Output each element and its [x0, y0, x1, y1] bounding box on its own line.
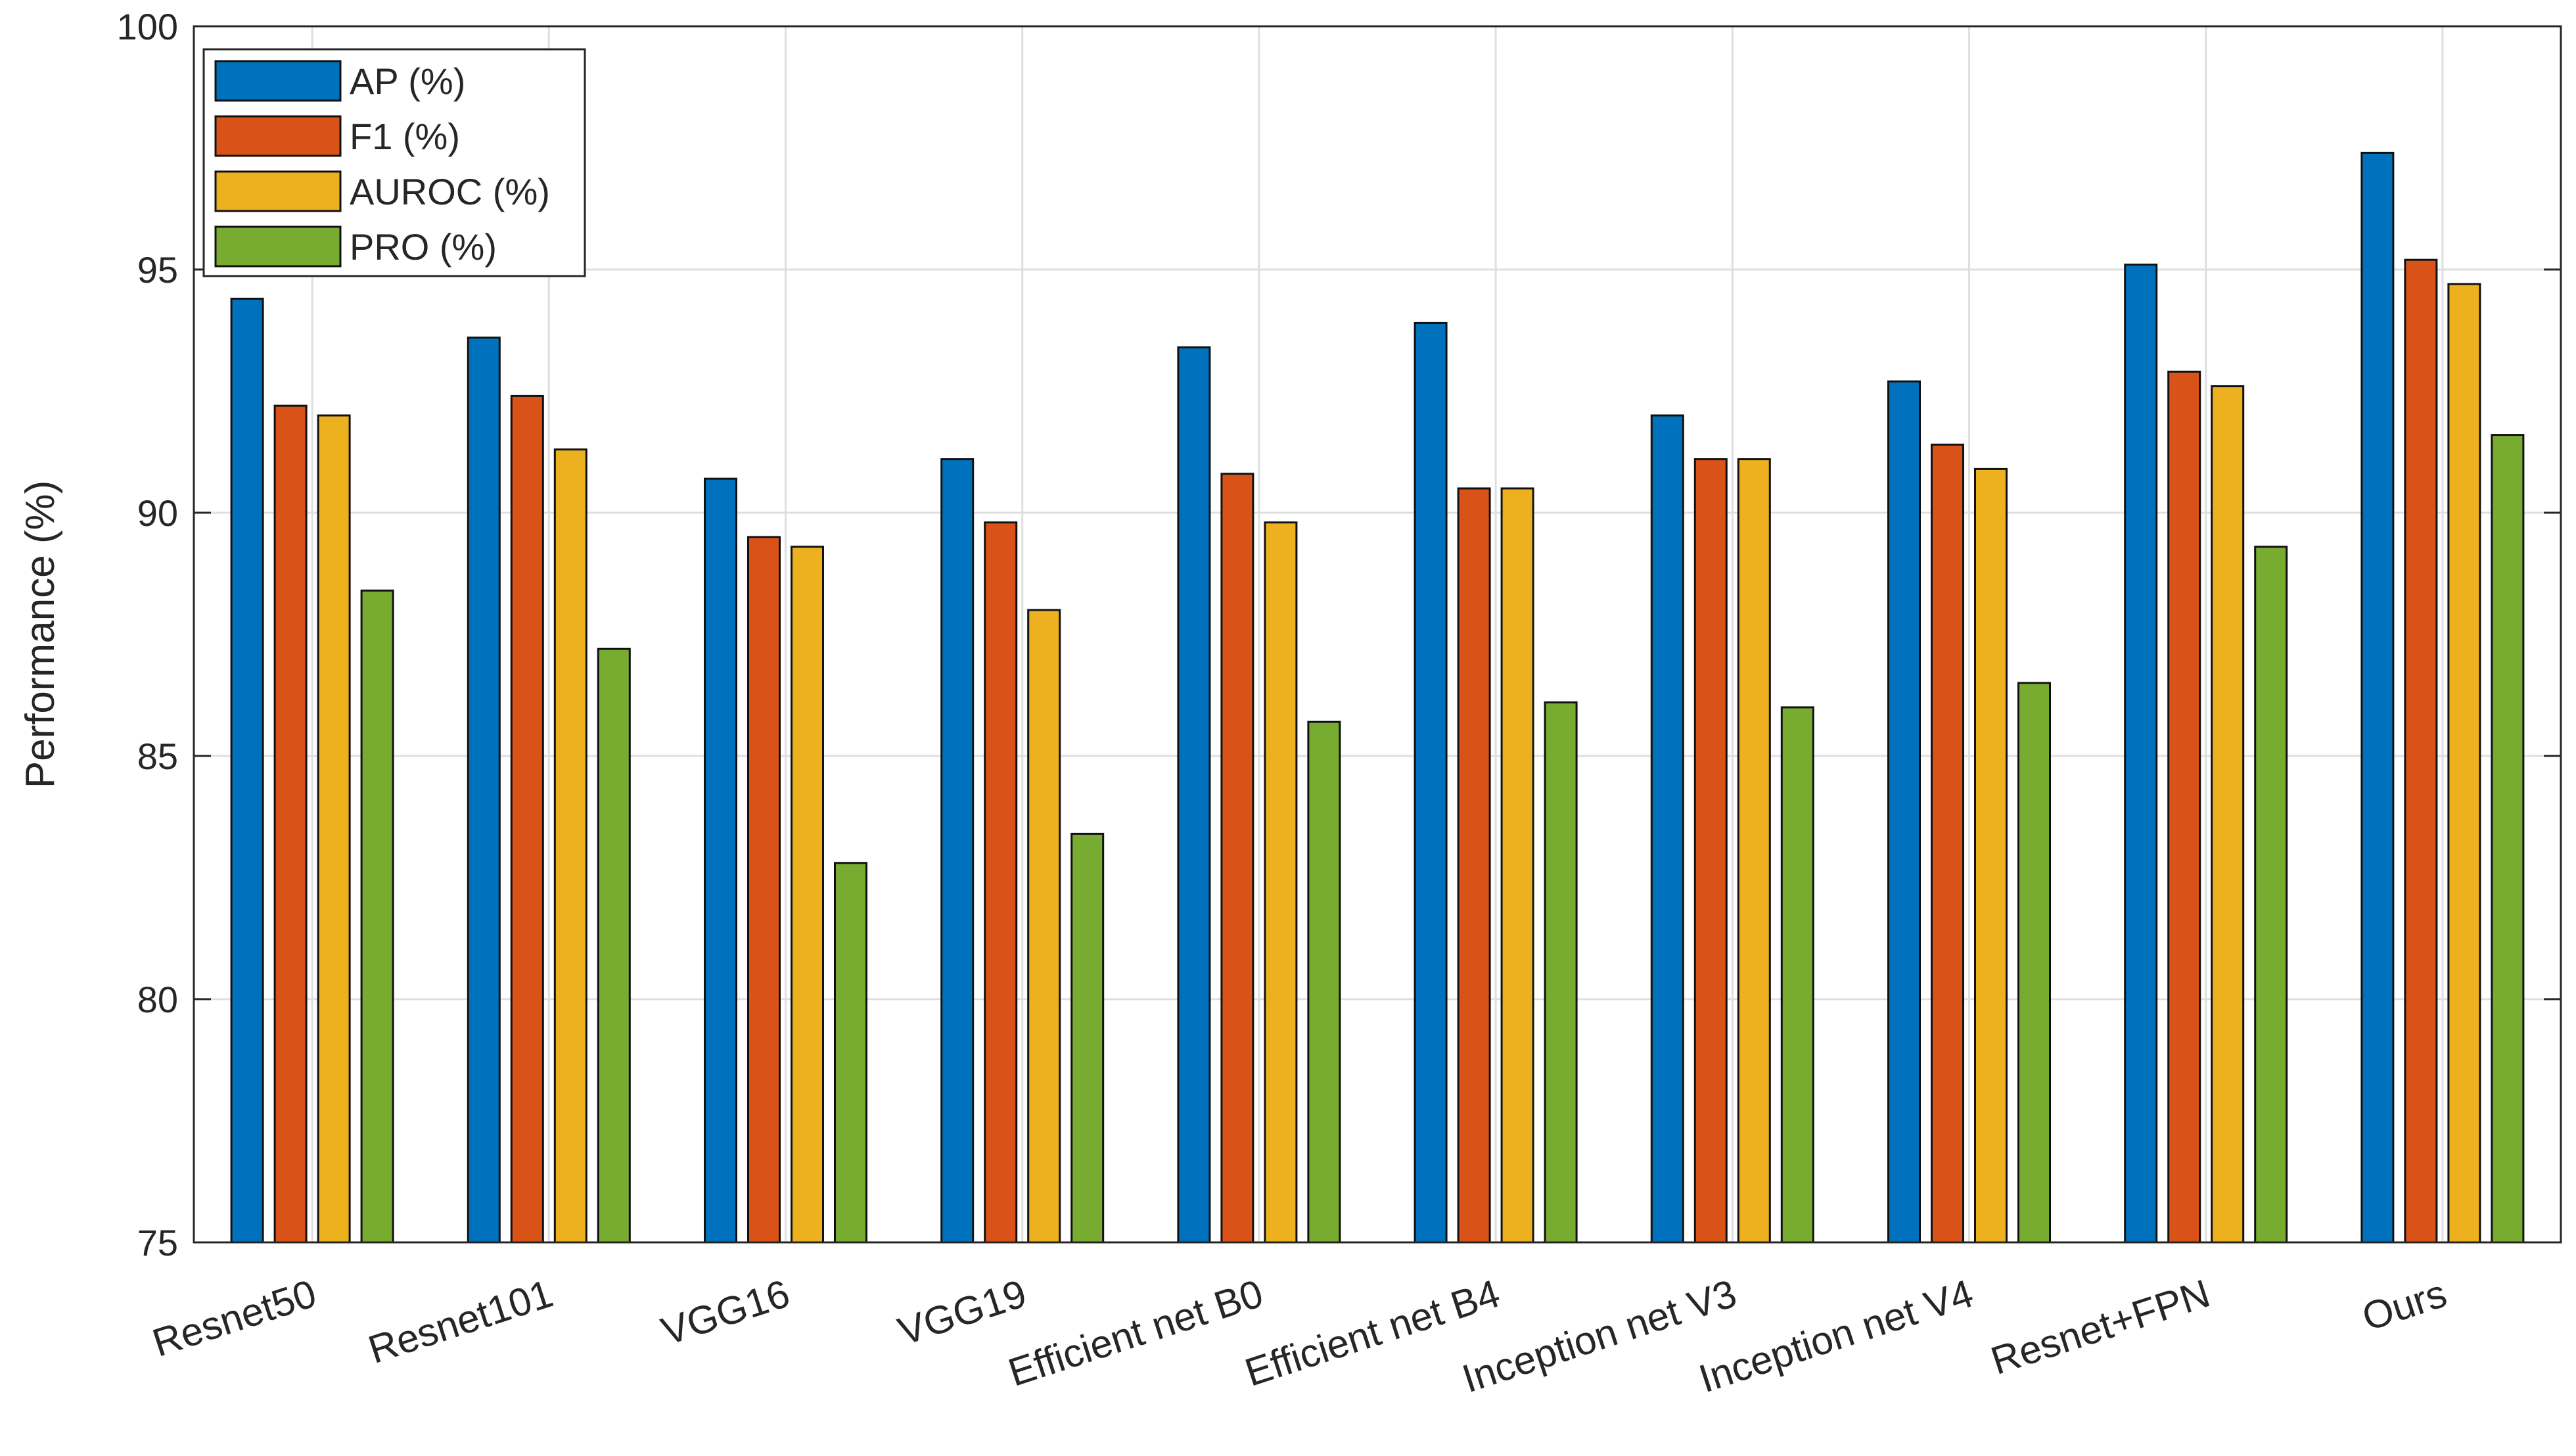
- bars: [230, 151, 2525, 1244]
- bar-pro-efficient-net-b4: [1544, 701, 1578, 1244]
- bar-f1-inception-net-v4: [1931, 443, 1964, 1244]
- bar-ap-resnet-fpn: [2124, 264, 2158, 1244]
- bar-f1-vgg19: [984, 521, 1018, 1244]
- bar-auroc-vgg19: [1027, 609, 1061, 1244]
- legend-swatch: [214, 225, 342, 268]
- x-tick-label: Efficient net B0: [1003, 1271, 1268, 1395]
- bar-ap-vgg19: [940, 458, 975, 1244]
- x-tick-label: Resnet101: [363, 1271, 559, 1372]
- x-tick-label: Inception net V3: [1457, 1271, 1741, 1401]
- bar-pro-inception-net-v3: [1780, 706, 1814, 1244]
- x-tick-label: Ours: [2357, 1271, 2452, 1340]
- bar-ap-resnet50: [230, 297, 264, 1244]
- bar-ap-efficient-net-b0: [1177, 346, 1211, 1244]
- x-tick-label: Inception net V4: [1693, 1271, 1978, 1401]
- bar-f1-ours: [2404, 258, 2438, 1244]
- legend-label: F1 (%): [350, 116, 460, 157]
- bar-auroc-resnet101: [553, 448, 587, 1244]
- plot-frame: [193, 25, 2562, 1244]
- bar-ap-resnet101: [467, 337, 501, 1244]
- bar-f1-efficient-net-b4: [1457, 487, 1491, 1244]
- bar-auroc-efficient-net-b0: [1264, 521, 1298, 1244]
- bar-auroc-inception-net-v3: [1737, 458, 1771, 1244]
- bar-ap-inception-net-v3: [1650, 414, 1684, 1244]
- bar-ap-ours: [2360, 151, 2395, 1244]
- x-tick-label: Resnet+FPN: [1986, 1271, 2215, 1383]
- bar-f1-vgg16: [747, 536, 781, 1244]
- y-axis-title: Performance (%): [18, 481, 63, 789]
- legend-label: AUROC (%): [350, 171, 550, 212]
- y-tick-label: 95: [137, 249, 178, 291]
- bar-ap-efficient-net-b4: [1414, 321, 1448, 1244]
- y-tick-label: 80: [137, 979, 178, 1020]
- bar-ap-vgg16: [704, 477, 737, 1244]
- bar-auroc-resnet50: [317, 414, 351, 1244]
- bar-f1-inception-net-v3: [1693, 458, 1728, 1244]
- bar-f1-resnet50: [273, 404, 308, 1244]
- bar-pro-resnet-fpn: [2254, 546, 2288, 1244]
- y-tick-label: 90: [137, 492, 178, 534]
- legend-label: AP (%): [350, 60, 465, 102]
- plot-background: [194, 26, 2561, 1242]
- x-tick-label: Resnet50: [147, 1271, 321, 1365]
- x-tick-label: VGG16: [656, 1271, 794, 1354]
- bar-auroc-ours: [2447, 283, 2481, 1244]
- bar-auroc-vgg16: [791, 546, 824, 1244]
- legend-swatch: [214, 115, 342, 157]
- bar-auroc-efficient-net-b4: [1500, 487, 1534, 1244]
- bar-ap-inception-net-v4: [1887, 380, 1921, 1244]
- legend-label: PRO (%): [350, 226, 497, 268]
- bar-auroc-inception-net-v4: [1974, 467, 2008, 1244]
- y-axis-ticks: 75 80 85 90 95 100: [117, 6, 2561, 1263]
- bar-f1-resnet101: [510, 394, 544, 1244]
- bar-pro-vgg19: [1070, 832, 1105, 1244]
- bar-f1-efficient-net-b0: [1220, 473, 1254, 1244]
- y-tick-label: 85: [137, 736, 178, 777]
- bar-pro-resnet50: [360, 589, 394, 1244]
- legend-swatch: [214, 170, 342, 212]
- bar-f1-resnet-fpn: [2167, 370, 2201, 1244]
- y-tick-label: 75: [137, 1222, 178, 1263]
- bar-pro-ours: [2491, 434, 2525, 1244]
- bar-pro-efficient-net-b0: [1307, 720, 1341, 1244]
- x-tick-label: VGG19: [893, 1271, 1032, 1354]
- legend-swatch: [214, 60, 342, 102]
- y-tick-label: 100: [117, 6, 178, 47]
- bar-auroc-resnet-fpn: [2211, 385, 2245, 1244]
- bar-pro-vgg16: [834, 862, 867, 1244]
- bar-pro-resnet101: [597, 647, 631, 1244]
- legend: AP (%) F1 (%) AUROC (%) PRO (%): [202, 48, 586, 277]
- bar-pro-inception-net-v4: [2017, 682, 2051, 1244]
